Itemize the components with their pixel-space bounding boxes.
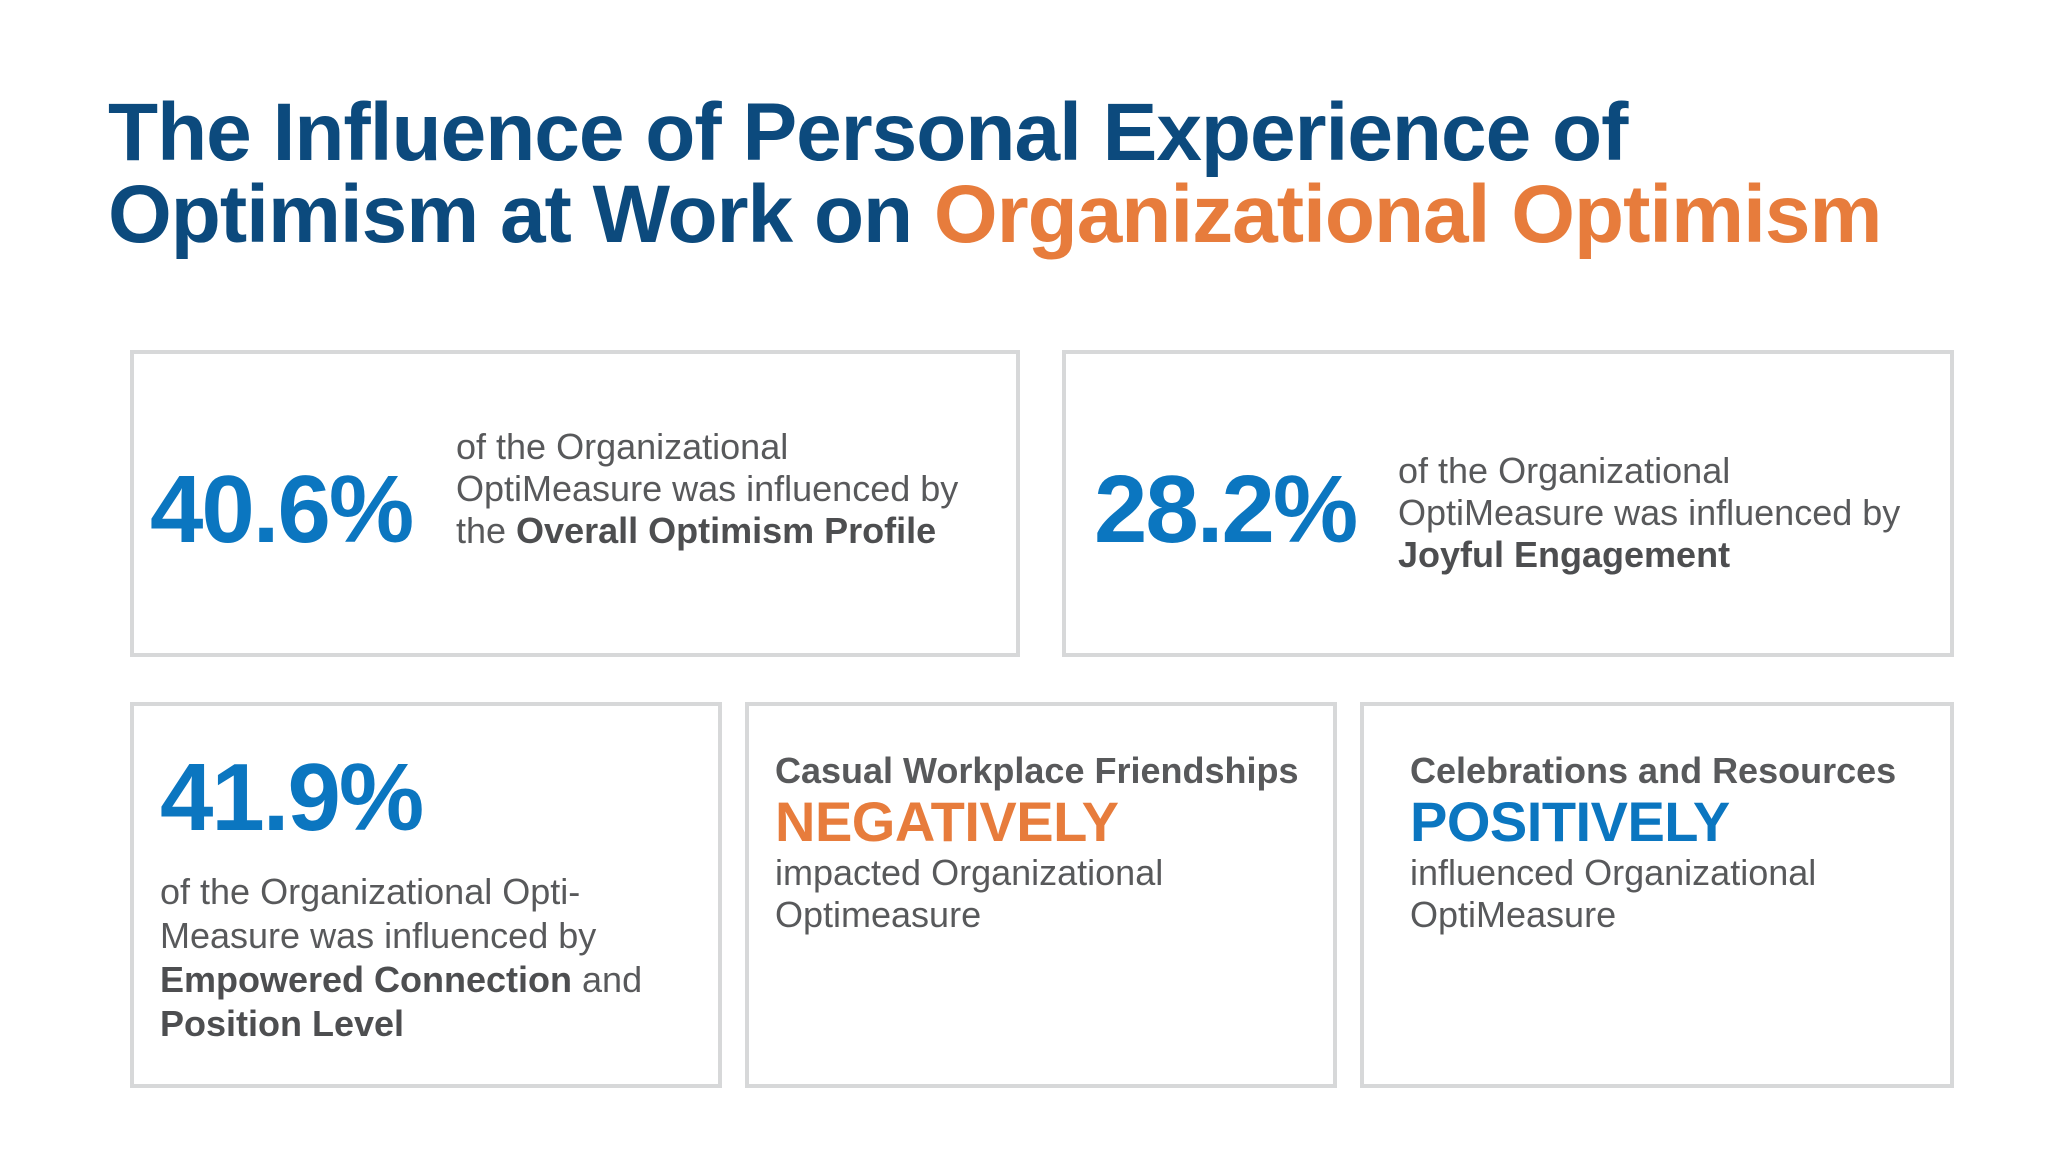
desc-joyful-engagement: of the Organizational OptiMeasure was in… [1398,450,1918,576]
celebrations-lead-text: Celebrations and Resources [1410,750,1897,791]
celebrations-trailing-text: influenced Organizational OptiMeasure [1410,852,1817,935]
desc-empowered-bold-1: Empowered Connection [160,959,573,1000]
stat-joyful-engagement: 28.2% [1094,456,1358,563]
title-line-1: The Influence of Personal Experience of [108,87,1628,178]
casual-lead-text: Casual Workplace Friendships [775,750,1299,791]
desc-overall-bold: Overall Optimism Profile [516,510,937,551]
card-empowered-connection: 41.9% of the Organizational Opti-Measure… [130,702,722,1088]
desc-empowered-bold-2: Position Level [160,1003,405,1044]
card-joyful-engagement: 28.2% of the Organizational OptiMeasure … [1062,350,1954,657]
desc-overall-text: of the Organizational OptiMeasure was in… [456,426,959,551]
desc-empowered-text: of the Organizational Opti-Measure was i… [160,871,597,956]
card-overall-optimism: 40.6% of the Organizational OptiMeasure … [130,350,1020,657]
casual-trailing-text: impacted Organizational Optimeasure [775,852,1164,935]
card-celebrations-resources: Celebrations and Resources POSITIVELY in… [1360,702,1954,1088]
desc-joyful-text: of the Organizational OptiMeasure was in… [1398,450,1901,533]
desc-casual-friendships: Casual Workplace Friendships NEGATIVELY … [775,750,1315,936]
card-casual-friendships: Casual Workplace Friendships NEGATIVELY … [745,702,1337,1088]
desc-empowered-mid: and [572,959,643,1000]
title-line-2-accent: Organizational Optimism [933,169,1882,260]
desc-celebrations-resources: Celebrations and Resources POSITIVELY in… [1410,750,1930,936]
positively-label: POSITIVELY [1410,790,1730,853]
desc-joyful-bold: Joyful Engagement [1398,534,1731,575]
desc-overall-optimism: of the Organizational OptiMeasure was in… [456,426,976,552]
page-title: The Influence of Personal Experience of … [108,92,1882,256]
title-line-2-prefix: Optimism at Work on [108,169,934,260]
stat-empowered-connection: 41.9% [160,744,424,851]
negatively-label: NEGATIVELY [775,790,1119,853]
desc-empowered-connection: of the Organizational Opti-Measure was i… [160,870,700,1046]
stat-overall-optimism: 40.6% [150,456,414,563]
